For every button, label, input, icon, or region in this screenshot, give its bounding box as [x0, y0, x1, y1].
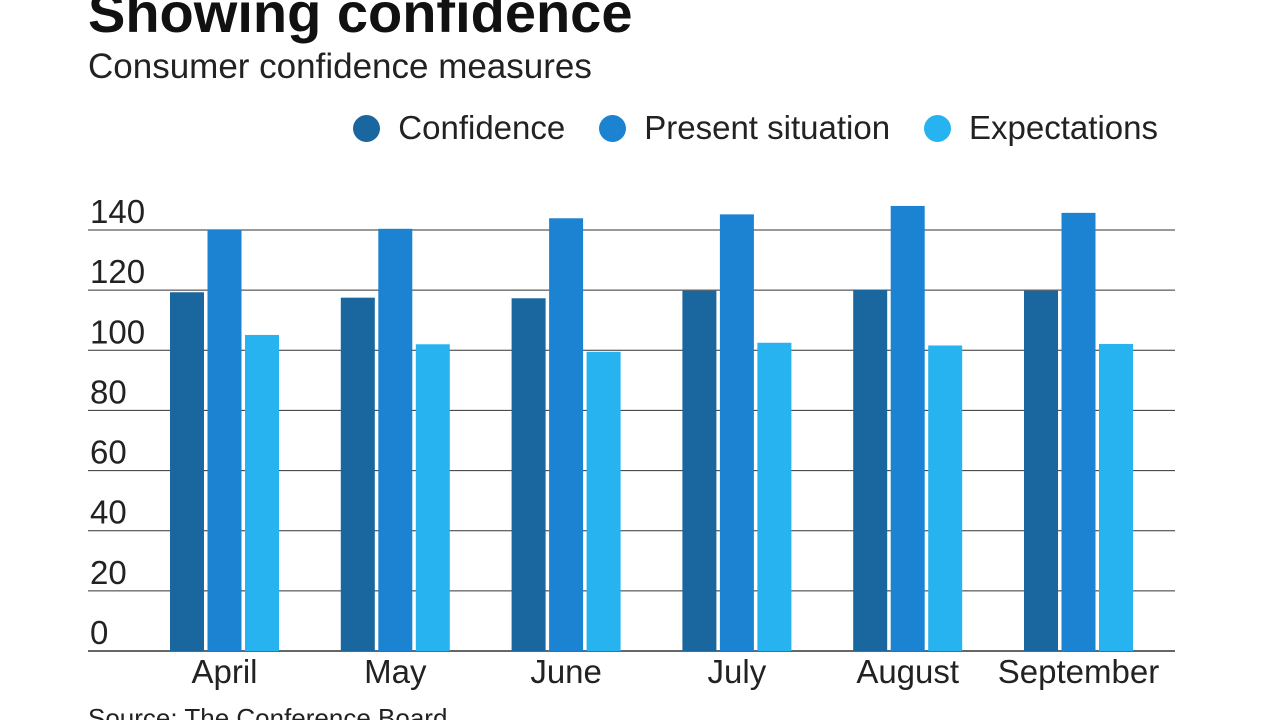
x-tick-label-april: April: [191, 653, 257, 690]
y-tick-label: 0: [90, 614, 108, 651]
bar-expectations-july: [757, 342, 792, 651]
bar-expectations-june: [586, 351, 621, 651]
y-tick-label: 120: [90, 253, 145, 290]
bar-expectations-april: [245, 334, 279, 651]
bar-present-situation-may: [378, 228, 413, 651]
x-tick-label-august: August: [856, 653, 959, 690]
legend-label-confidence: Confidence: [398, 109, 566, 146]
bar-confidence-may: [340, 297, 375, 651]
legend-item-present-situation: Present situation: [599, 108, 890, 148]
y-axis-ticks: 0 20 40 60 80 100 120 140: [90, 193, 145, 651]
bar-present-situation-september: [1061, 212, 1096, 651]
legend-item-expectations: Expectations: [924, 108, 1158, 148]
y-tick-label: 20: [90, 554, 127, 591]
chart-title: Showing confidence: [88, 0, 633, 44]
legend-swatch-expectations: [924, 114, 952, 142]
bar-confidence-september: [1024, 290, 1058, 651]
x-axis-ticks: April May June July August September: [191, 653, 1159, 690]
bar-confidence-july: [682, 290, 717, 651]
y-tick-label: 140: [90, 193, 145, 230]
bar-expectations-may: [415, 344, 450, 651]
y-tick-label: 100: [90, 313, 145, 350]
x-tick-label-july: July: [708, 653, 767, 690]
bar-confidence-august: [853, 289, 888, 651]
legend-label-present-situation: Present situation: [644, 109, 891, 146]
legend-swatch-present-situation: [599, 114, 627, 142]
x-tick-label-may: May: [364, 653, 427, 690]
y-tick-label: 60: [90, 434, 127, 471]
x-tick-label-september: September: [998, 653, 1159, 690]
bar-present-situation-july: [719, 214, 754, 651]
chart-subtitle: Consumer confidence measures: [88, 47, 592, 86]
bar-expectations-september: [1099, 343, 1133, 651]
source-note: Source: The Conference Board: [88, 703, 448, 720]
bar-confidence-june: [511, 298, 546, 651]
bar-confidence-april: [170, 292, 204, 651]
legend: Confidence Present situation Expectation…: [319, 106, 1158, 150]
bar-present-situation-april: [207, 230, 242, 651]
bars: [170, 205, 1133, 651]
legend-label-expectations: Expectations: [969, 109, 1158, 146]
legend-swatch-confidence: [353, 114, 381, 142]
bar-expectations-august: [928, 345, 963, 651]
bar-present-situation-august: [890, 205, 925, 651]
y-tick-label: 80: [90, 373, 127, 410]
bar-present-situation-june: [549, 218, 584, 651]
legend-item-confidence: Confidence: [353, 108, 565, 148]
x-tick-label-june: June: [530, 653, 602, 690]
y-tick-label: 40: [90, 494, 127, 531]
